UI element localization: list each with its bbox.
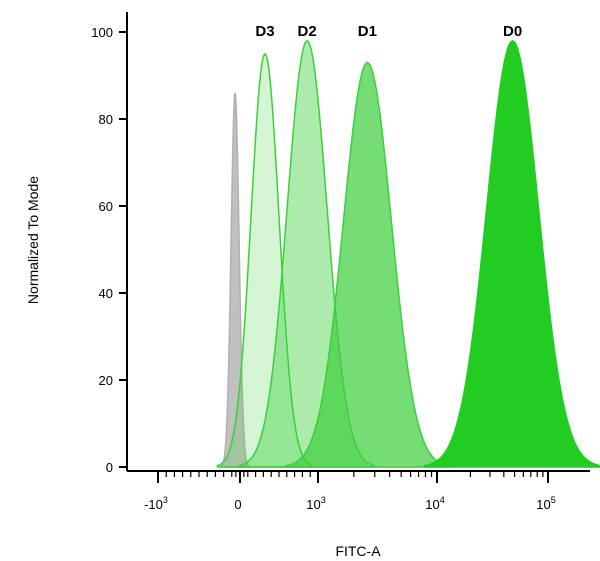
x-axis-label: FITC-A bbox=[335, 543, 381, 559]
y-tick-label-0: 0 bbox=[106, 460, 113, 475]
peak-label-d2: D2 bbox=[298, 23, 317, 40]
labels-layer: FITC-A Normalized To Mode D3 D2 D1 D0 bbox=[25, 23, 522, 559]
y-tick-label-100: 100 bbox=[91, 25, 113, 40]
y-tick-label-60: 60 bbox=[99, 199, 113, 214]
y-tick-label-80: 80 bbox=[99, 112, 113, 127]
peak-label-d1: D1 bbox=[358, 23, 377, 40]
x-tick-label--1000: -103 bbox=[144, 495, 168, 512]
y-tick-label-20: 20 bbox=[99, 373, 113, 388]
x-tick-label-1000: 103 bbox=[306, 495, 325, 512]
series-layer bbox=[216, 39, 600, 468]
x-tick-label-100000: 105 bbox=[536, 495, 555, 512]
y-axis-label: Normalized To Mode bbox=[25, 176, 41, 304]
axes-layer bbox=[126, 12, 590, 472]
series-d0-histogram bbox=[423, 39, 600, 468]
series-control-histogram bbox=[220, 92, 250, 468]
x-tick-label-10000: 104 bbox=[425, 495, 444, 512]
series-d1-histogram bbox=[285, 61, 452, 468]
y-tick-label-40: 40 bbox=[99, 286, 113, 301]
x-tick-label-0: 0 bbox=[234, 497, 241, 512]
peak-label-d0: D0 bbox=[503, 23, 522, 40]
peak-label-d3: D3 bbox=[255, 23, 274, 40]
series-d3-histogram bbox=[216, 52, 315, 468]
